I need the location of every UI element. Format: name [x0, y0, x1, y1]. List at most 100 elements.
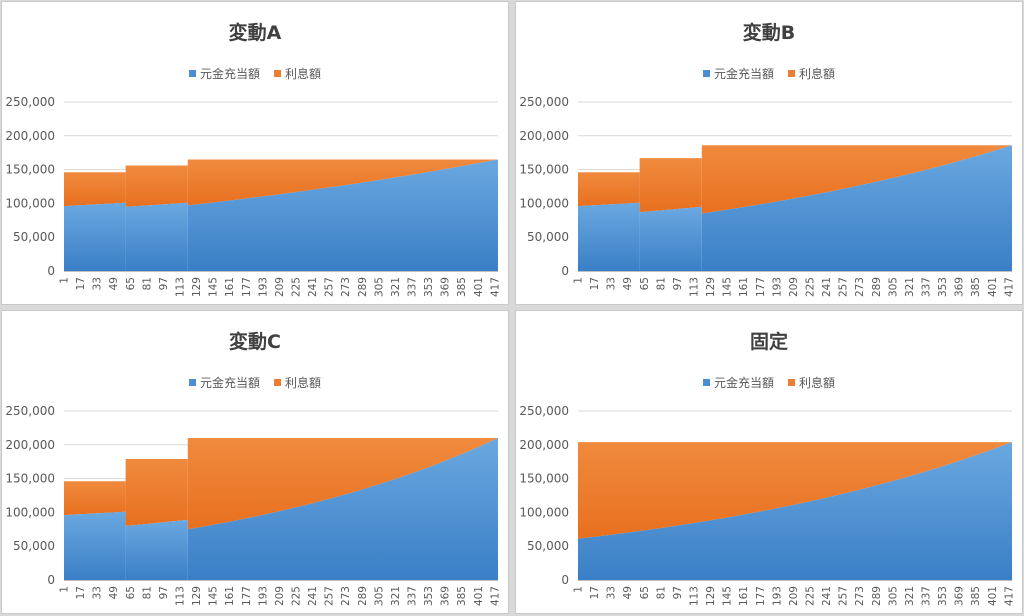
x-tick-label: 33	[92, 586, 104, 599]
x-tick-label: 289	[871, 277, 883, 297]
x-tick-label: 417	[1003, 586, 1015, 606]
x-tick-label: 17	[589, 586, 601, 599]
y-tick-label: 0	[561, 264, 569, 278]
x-tick-label: 385	[970, 586, 982, 606]
x-tick-label: 17	[589, 277, 601, 290]
y-tick-label: 0	[47, 264, 55, 278]
chart-plot: 0 50,000 100,000 150,000 200,000 250,000 1 17 33…	[519, 95, 1015, 297]
area-principal	[64, 202, 126, 271]
x-tick-label: 353	[937, 586, 949, 606]
x-tick-label: 65	[639, 586, 651, 599]
x-tick-label: 401	[473, 586, 485, 606]
x-tick-label: 305	[887, 277, 899, 297]
legend-swatch-principal	[188, 379, 196, 386]
chart-plot: 0 50,000 100,000 150,000 200,000 250,000 1 17 33…	[5, 95, 501, 297]
x-tick-label: 145	[722, 277, 734, 297]
area-interest	[578, 172, 640, 207]
y-tick-label: 50,000	[13, 539, 55, 553]
y-tick-label: 100,000	[5, 505, 55, 519]
x-tick-label: 81	[655, 277, 667, 290]
x-tick-label: 113	[175, 277, 187, 297]
area-principal	[578, 202, 640, 271]
x-tick-label: 161	[224, 586, 236, 606]
area-interest	[64, 172, 126, 207]
x-tick-label: 65	[125, 586, 137, 599]
x-tick-label: 353	[423, 277, 435, 297]
area-principal	[187, 438, 498, 580]
x-tick-label: 129	[191, 586, 203, 606]
x-tick-label: 177	[241, 277, 253, 297]
chart-plot: 0 50,000 100,000 150,000 200,000 250,000 1 17 33…	[5, 404, 501, 606]
y-tick-label: 100,000	[519, 505, 569, 519]
chart-panel-hendou-b: 変動B 元金充当額 利息額 0 50,000 100,000 150,000 200,0…	[515, 1, 1023, 305]
x-tick-label: 321	[904, 586, 916, 606]
x-tick-label: 81	[141, 277, 153, 290]
legend: 元金充当額 利息額	[516, 65, 1022, 82]
y-tick-label: 100,000	[5, 196, 55, 210]
x-tick-label: 257	[838, 586, 850, 606]
x-tick-label: 17	[75, 586, 87, 599]
x-tick-label: 161	[738, 586, 750, 606]
legend-label-principal: 元金充当額	[713, 376, 774, 390]
x-tick-label: 417	[1003, 277, 1015, 297]
legend-label-principal: 元金充当額	[199, 376, 260, 390]
x-tick-label: 17	[75, 277, 87, 290]
legend-label-interest: 利息額	[799, 67, 836, 81]
x-tick-label: 193	[771, 277, 783, 297]
x-tick-label: 49	[108, 586, 120, 599]
x-tick-label: 49	[108, 277, 120, 290]
y-tick-label: 200,000	[5, 129, 55, 143]
x-tick-label: 401	[473, 277, 485, 297]
x-tick-label: 257	[324, 277, 336, 297]
x-tick-label: 273	[340, 277, 352, 297]
x-tick-label: 65	[639, 277, 651, 290]
x-tick-label: 385	[970, 277, 982, 297]
x-tick-label: 401	[987, 586, 999, 606]
x-tick-label: 209	[788, 277, 800, 297]
area-interest	[125, 458, 188, 526]
chart-plot: 0 50,000 100,000 150,000 200,000 250,000 1 17 33…	[519, 404, 1015, 606]
x-tick-label: 305	[373, 277, 385, 297]
x-tick-label: 273	[340, 586, 352, 606]
x-tick-label: 353	[423, 586, 435, 606]
y-tick-label: 50,000	[527, 539, 569, 553]
legend-label-principal: 元金充当額	[199, 67, 260, 81]
legend-label-interest: 利息額	[285, 376, 322, 390]
legend-swatch-principal	[188, 70, 196, 77]
area-principal	[125, 202, 188, 271]
legend-item-interest: 利息額	[788, 65, 835, 82]
y-tick-label: 50,000	[13, 230, 55, 244]
chart-panel-hendou-a: 変動A 元金充当額 利息額 0 50,000 100,000 150,000 200,0…	[1, 1, 509, 305]
x-tick-label: 49	[622, 277, 634, 290]
x-tick-label: 65	[125, 277, 137, 290]
x-tick-label: 241	[821, 586, 833, 606]
chart-title: 変動B	[742, 22, 796, 44]
x-tick-label: 257	[838, 277, 850, 297]
legend-swatch-interest	[788, 70, 795, 77]
legend-label-interest: 利息額	[285, 67, 322, 81]
x-tick-label: 193	[771, 586, 783, 606]
y-tick-label: 100,000	[519, 196, 569, 210]
y-tick-label: 200,000	[519, 129, 569, 143]
chart-panel-kotei: 固定 元金充当額 利息額 0 50,000 100,000 150,000 200,00…	[515, 310, 1023, 614]
legend-item-interest: 利息額	[788, 374, 835, 391]
x-tick-label: 145	[208, 586, 220, 606]
legend-swatch-interest	[274, 70, 281, 77]
x-tick-label: 1	[59, 277, 71, 284]
x-tick-label: 177	[755, 586, 767, 606]
x-tick-label: 225	[291, 586, 303, 606]
x-tick-label: 161	[738, 277, 750, 297]
area-interest	[187, 438, 498, 530]
x-tick-label: 273	[854, 586, 866, 606]
y-tick-label: 150,000	[5, 163, 55, 177]
x-tick-label: 337	[921, 586, 933, 606]
y-tick-label: 0	[47, 573, 55, 587]
x-tick-label: 369	[440, 277, 452, 297]
chart-title: 変動C	[229, 331, 281, 353]
y-tick-label: 50,000	[527, 230, 569, 244]
x-tick-label: 321	[904, 277, 916, 297]
y-tick-label: 250,000	[5, 404, 55, 418]
x-tick-label: 209	[274, 586, 286, 606]
x-tick-label: 241	[307, 277, 319, 297]
x-tick-label: 369	[954, 586, 966, 606]
